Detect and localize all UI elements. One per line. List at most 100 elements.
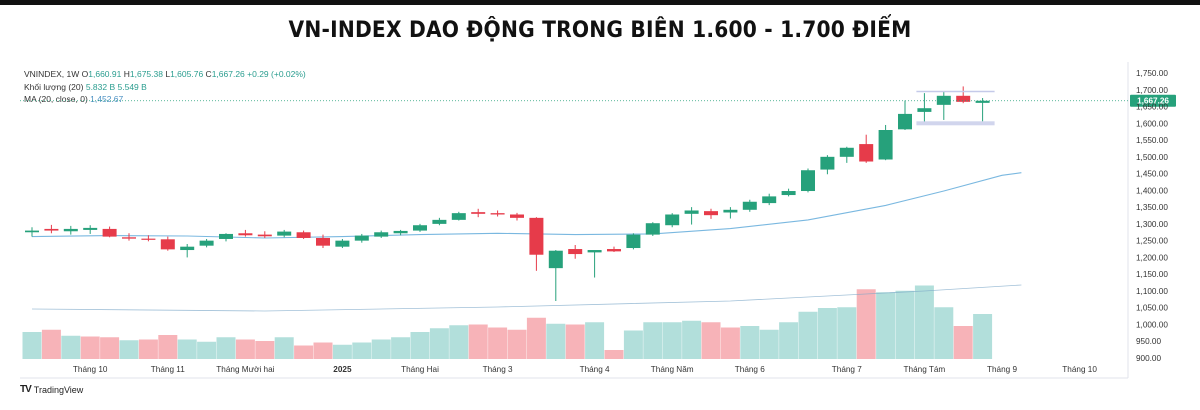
volume-bar <box>410 332 430 359</box>
candle-body <box>257 234 272 237</box>
volume-bar <box>332 344 352 359</box>
volume-bar <box>449 325 469 359</box>
time-tick-label: Tháng 9 <box>987 365 1017 374</box>
ma-line <box>31 172 1022 239</box>
volume-bar <box>80 336 100 359</box>
price-tick-label: 1,450.00 <box>1136 170 1168 179</box>
support-band <box>916 121 995 126</box>
time-tick-label: Tháng 11 <box>151 365 185 374</box>
candle-body <box>742 201 757 210</box>
time-tick-label: Tháng 3 <box>483 365 513 374</box>
time-tick-label: Tháng Năm <box>651 365 694 374</box>
candle-body <box>645 223 660 235</box>
volume-bar <box>274 337 294 359</box>
volume-bar <box>682 320 702 359</box>
price-tick-label: 1,550.00 <box>1136 136 1168 145</box>
volume-bar <box>138 339 158 359</box>
candle-body <box>374 232 389 237</box>
candle-body <box>529 217 544 255</box>
volume-bar <box>817 308 837 359</box>
price-tick-label: 1,650.00 <box>1136 103 1168 112</box>
volume-bar <box>953 326 973 359</box>
time-tick-label: Tháng 6 <box>735 365 765 374</box>
price-axis: 1,750.00 1,700.00 1,650.00 1,600.00 1,550.00… <box>1136 69 1168 363</box>
volume-bar <box>973 314 993 359</box>
volume-bar <box>837 307 857 359</box>
candle-body <box>548 250 563 269</box>
volume-bar <box>216 337 236 359</box>
price-tick-label: 1,700.00 <box>1136 86 1168 95</box>
candle-body <box>25 230 39 233</box>
candle-body <box>587 250 602 253</box>
last-price-tag <box>1130 94 1176 107</box>
last-price-label: 1,667.26 <box>1137 97 1169 106</box>
tradingview-logo-icon: TV <box>20 384 32 395</box>
page-title: VN-INDEX DAO ĐỘNG TRONG BIÊN 1.600 - 1.7… <box>288 18 912 43</box>
price-tick-label: 1,250.00 <box>1136 237 1168 246</box>
legend-close-label: C <box>205 69 212 79</box>
volume-bar <box>488 327 508 359</box>
candle-body <box>160 239 175 250</box>
candle-body <box>141 238 156 240</box>
volume-bar <box>720 327 740 359</box>
volume-bar <box>526 317 546 359</box>
legend-volume-label: Khối lượng (20) <box>24 81 84 92</box>
candle-body <box>781 191 796 196</box>
price-tick-label: 1,200.00 <box>1136 253 1168 262</box>
legend-change: +0.29 (+0.02%) <box>247 69 306 79</box>
candle-body <box>801 170 815 192</box>
candle-body <box>471 212 486 214</box>
legend-ma-label: MA (20, close, 0) <box>24 94 88 104</box>
volume-ma-line <box>31 284 1022 312</box>
legend-high-label: H <box>123 69 130 79</box>
candle-body <box>296 232 311 238</box>
price-tick-label: 1,100.00 <box>1136 287 1168 296</box>
top-rule <box>0 0 1200 5</box>
candle-body <box>898 113 912 130</box>
volume-bar <box>468 324 488 359</box>
volume-bar <box>507 329 527 359</box>
volume-bar <box>895 290 915 359</box>
volume-bar <box>914 285 934 359</box>
time-tick-label: Tháng Tám <box>904 365 946 374</box>
legend-open-label: O <box>81 69 89 79</box>
volume-bar <box>876 292 896 359</box>
volume-bar <box>197 341 217 359</box>
candle-body <box>568 249 583 255</box>
candle-body <box>44 228 59 231</box>
volume-bar <box>429 328 449 359</box>
candles <box>25 86 990 301</box>
candle-body <box>626 234 641 249</box>
volume-bar <box>294 345 314 359</box>
legend-close-value: 1,667.26 <box>211 69 245 79</box>
legend-high-value: 1,675.38 <box>129 69 163 79</box>
legend-symbol: VNINDEX, 1W <box>24 69 80 79</box>
candle-body <box>704 211 718 216</box>
candle-body <box>723 209 738 213</box>
volume-bar <box>740 326 760 359</box>
volume-bar <box>759 329 779 359</box>
volume-bar <box>371 339 391 359</box>
candle-body <box>63 228 78 232</box>
candle-body <box>238 233 253 236</box>
legend-low-value: 1,605.76 <box>170 69 204 79</box>
legend-volume-values: 5.832 B 5.549 B <box>85 81 147 92</box>
volume-bar <box>391 337 411 359</box>
candle-body <box>180 246 195 251</box>
volume-bar <box>798 311 818 359</box>
time-tick-label: Tháng Mười hai <box>216 365 274 374</box>
price-tick-label: 1,050.00 <box>1136 304 1168 313</box>
volume-bar <box>701 322 721 359</box>
candle-body <box>917 108 932 112</box>
price-tick-label: 1,000.00 <box>1136 320 1168 329</box>
chart-grid <box>20 62 1129 379</box>
candle-body <box>975 100 990 103</box>
candle-body <box>510 214 524 218</box>
candle-body <box>451 213 466 220</box>
volume-bar <box>158 335 178 359</box>
price-tick-label: 900.00 <box>1136 354 1161 363</box>
tradingview-brand[interactable]: TV TradingView <box>20 384 83 395</box>
tradingview-name: TradingView <box>33 384 84 395</box>
candle-body <box>762 196 777 204</box>
